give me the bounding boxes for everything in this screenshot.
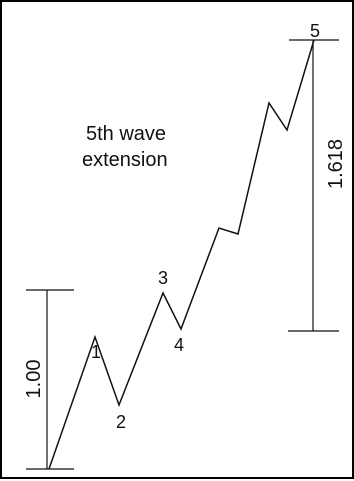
wave-label-5: 5 bbox=[310, 21, 320, 41]
right-measure-label: 1.618 bbox=[325, 139, 347, 189]
left-measure-label: 1.00 bbox=[23, 360, 45, 399]
wave-label-4: 4 bbox=[174, 335, 184, 355]
wave-label-2: 2 bbox=[116, 412, 126, 432]
wave-label-3: 3 bbox=[158, 268, 168, 288]
annotation-line-2: extension bbox=[82, 149, 168, 171]
wave-path bbox=[48, 39, 315, 470]
annotation-line-1: 5th wave bbox=[86, 123, 166, 145]
wave-label-1: 1 bbox=[91, 342, 101, 362]
